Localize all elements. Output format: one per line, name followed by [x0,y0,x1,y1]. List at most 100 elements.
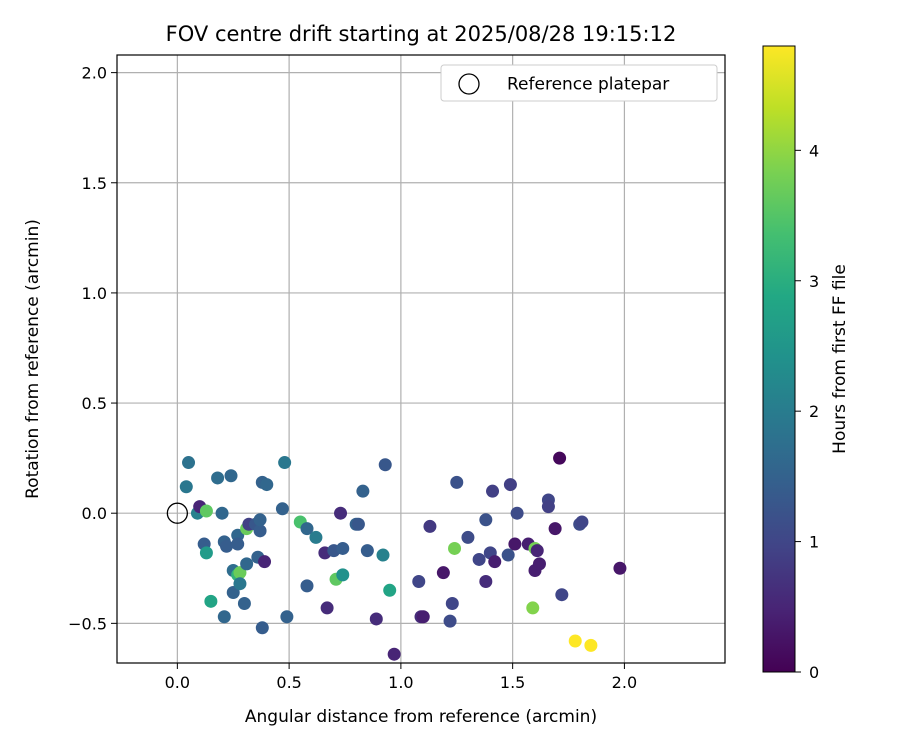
data-point [387,647,401,661]
data-point [383,583,397,597]
data-point [336,541,350,555]
colorbar-ticks: 0 1 2 3 4 [795,141,819,682]
data-point [309,530,323,544]
plot-frame [116,54,726,664]
data-point [253,513,267,527]
data-point [278,456,292,470]
data-point [217,610,231,624]
data-point [501,548,515,562]
data-point [541,500,555,514]
data-point [508,537,522,551]
x-axis-label: Angular distance from reference (arcmin) [245,707,597,727]
data-point [423,519,437,533]
data-point [376,548,390,562]
data-point [255,621,269,635]
data-points [179,451,627,661]
data-point [204,594,218,608]
data-point [584,638,598,652]
data-point [199,546,213,560]
data-point [224,469,238,483]
legend-marker-icon [458,73,480,95]
y-tick-label: 2.0 [82,64,107,83]
data-point [443,614,457,628]
data-point [300,522,314,536]
grid-lines [117,55,725,663]
colorbar-tick-label: 1 [809,533,819,552]
data-point [233,566,247,580]
data-point [240,557,254,571]
colorbar-tick-label: 3 [809,272,819,291]
data-point [553,451,567,465]
data-point [300,579,314,593]
data-point [486,484,500,498]
y-axis: −0.5 0.0 0.5 1.0 1.5 2.0 [68,64,117,633]
data-point [416,610,430,624]
x-tick-label: 1.5 [500,673,525,692]
legend: Reference platepar [440,64,718,102]
x-tick-label: 0.5 [276,673,301,692]
data-point [488,555,502,569]
data-point [226,586,240,600]
data-point [472,552,486,566]
data-point [320,601,334,615]
data-point [233,577,247,591]
data-point [510,506,524,520]
data-point [548,522,562,536]
y-tick-label: 0.0 [82,504,107,523]
data-point [275,502,289,516]
y-tick-label: −0.5 [68,614,107,633]
colorbar-label: Hours from first FF file [830,264,850,454]
legend-box [440,64,718,102]
data-point [479,574,493,588]
data-point [231,537,245,551]
data-point [179,480,193,494]
y-tick-label: 0.5 [82,394,107,413]
colorbar: 0 1 2 3 4 Hours from first FF file [762,45,850,682]
data-point [445,597,459,611]
data-point [253,524,267,538]
data-point [526,601,540,615]
data-point [555,588,569,602]
x-axis: 0.0 0.5 1.0 1.5 2.0 [165,663,637,692]
data-point [378,458,392,472]
y-tick-label: 1.0 [82,284,107,303]
data-point [479,513,493,527]
data-point [199,504,213,518]
data-point [351,517,365,531]
data-point [336,568,350,582]
x-tick-label: 0.0 [165,673,190,692]
data-point [450,475,464,489]
data-point [260,478,274,492]
data-point [215,506,229,520]
legend-entry: Reference platepar [507,75,669,95]
data-point [448,541,462,555]
data-point [369,612,383,626]
data-point [613,561,627,575]
data-point [258,555,272,569]
data-point [334,506,348,520]
reference-marker [166,502,189,524]
data-point [211,471,225,485]
data-point [412,574,426,588]
colorbar-tick-label: 4 [809,141,819,160]
data-point [360,544,374,558]
data-point [237,597,251,611]
data-point [182,456,196,470]
data-point [568,634,582,648]
chart-title: FOV centre drift starting at 2025/08/28 … [166,22,677,46]
colorbar-gradient [762,45,796,673]
data-point [530,544,544,558]
data-point [575,515,589,529]
colorbar-tick-label: 2 [809,402,819,421]
data-point [503,478,517,492]
x-tick-label: 2.0 [612,673,637,692]
data-point [532,557,546,571]
data-point [436,566,450,580]
data-point [356,484,370,498]
data-point [461,530,475,544]
reference-platepar-marker [166,502,189,524]
y-axis-label: Rotation from reference (arcmin) [23,219,43,499]
colorbar-tick-label: 0 [809,663,819,682]
data-point [220,539,234,553]
